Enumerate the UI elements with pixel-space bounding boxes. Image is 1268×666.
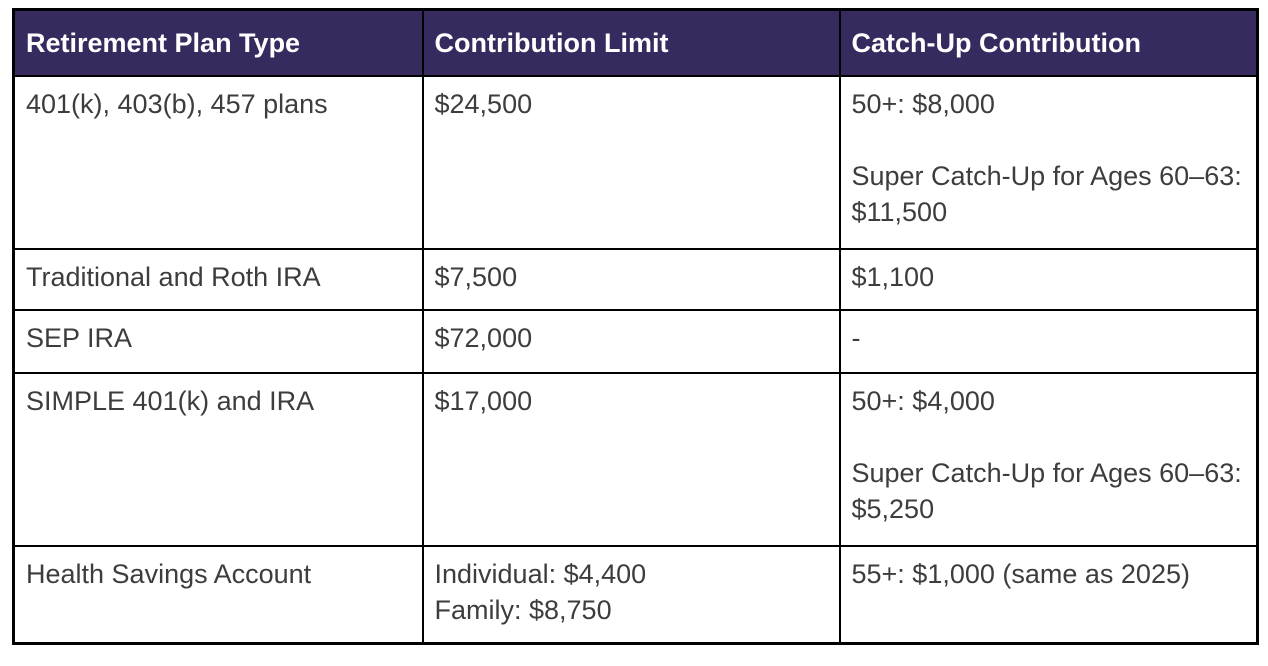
column-header-catch-up-contribution: Catch-Up Contribution bbox=[838, 8, 1259, 77]
cell-text-line bbox=[852, 122, 1247, 158]
column-header-contribution-limit: Contribution Limit bbox=[421, 8, 841, 77]
table-row: SEP IRA $72,000 - bbox=[12, 309, 1259, 374]
cell-text-line: $24,500 bbox=[434, 89, 533, 119]
catch-up-cell: 50+: $8,000 Super Catch-Up for Ages 60–6… bbox=[838, 75, 1259, 250]
cell-text-line: SEP IRA bbox=[26, 323, 133, 353]
retirement-limits-table: Retirement Plan Type Contribution Limit … bbox=[12, 8, 1259, 645]
cell-text-line: Health Savings Account bbox=[26, 559, 312, 589]
table-row: 401(k), 403(b), 457 plans $24,500 50+: $8,… bbox=[12, 75, 1259, 250]
cell-text-line: $1,100 bbox=[851, 262, 935, 292]
cell-text-line: Traditional and Roth IRA bbox=[26, 262, 321, 292]
catch-up-cell: 50+: $4,000 Super Catch-Up for Ages 60–6… bbox=[838, 372, 1259, 547]
cell-text-line: SIMPLE 401(k) and IRA bbox=[26, 386, 315, 416]
plan-type-cell: SEP IRA bbox=[12, 309, 424, 374]
cell-text-line: 50+: $4,000 bbox=[851, 386, 995, 416]
cell-text-line: $72,000 bbox=[434, 323, 533, 353]
cell-text-line: Individual: $4,400 bbox=[434, 559, 647, 589]
cell-text-line: $17,000 bbox=[434, 386, 533, 416]
contribution-limit-cell: $7,500 bbox=[421, 248, 841, 311]
plan-type-cell: SIMPLE 401(k) and IRA bbox=[12, 372, 424, 547]
cell-text-line: 55+: $1,000 (same as 2025) bbox=[851, 559, 1190, 589]
cell-text-line: Family: $8,750 bbox=[434, 595, 612, 625]
contribution-limit-cell: Individual: $4,400 Family: $8,750 bbox=[421, 545, 841, 644]
contribution-limit-cell: $17,000 bbox=[421, 372, 841, 547]
table-row: Traditional and Roth IRA $7,500 $1,100 bbox=[12, 248, 1259, 311]
catch-up-cell: $1,100 bbox=[838, 248, 1259, 311]
plan-type-cell: 401(k), 403(b), 457 plans bbox=[12, 75, 424, 250]
cell-text-line: Super Catch-Up for Ages 60–63: $5,250 bbox=[851, 458, 1242, 524]
column-header-plan-type: Retirement Plan Type bbox=[12, 8, 424, 77]
cell-text-line: 50+: $8,000 bbox=[851, 89, 995, 119]
cell-text-line: - bbox=[851, 323, 861, 353]
contribution-limit-cell: $72,000 bbox=[421, 309, 841, 374]
cell-text-line bbox=[852, 419, 1247, 455]
cell-text-line: $7,500 bbox=[434, 262, 518, 292]
table-row: Health Savings Account Individual: $4,400… bbox=[12, 545, 1259, 644]
table-row: SIMPLE 401(k) and IRA $17,000 50+: $4,000 … bbox=[12, 372, 1259, 547]
catch-up-cell: 55+: $1,000 (same as 2025) bbox=[838, 545, 1259, 644]
catch-up-cell: - bbox=[838, 309, 1259, 374]
cell-text-line: 401(k), 403(b), 457 plans bbox=[26, 89, 328, 119]
cell-text-line: Super Catch-Up for Ages 60–63: $11,500 bbox=[851, 161, 1242, 227]
plan-type-cell: Health Savings Account bbox=[12, 545, 424, 644]
header-row: Retirement Plan Type Contribution Limit … bbox=[12, 8, 1259, 77]
plan-type-cell: Traditional and Roth IRA bbox=[12, 248, 424, 311]
contribution-limit-cell: $24,500 bbox=[421, 75, 841, 250]
